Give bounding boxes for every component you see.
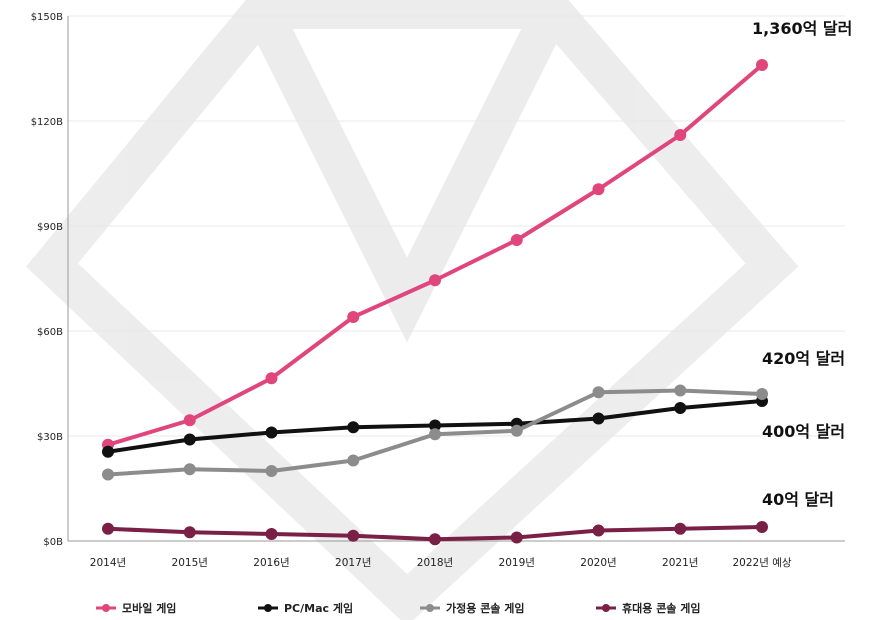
- legend-item-3: 휴대용 콘솔 게임: [596, 601, 701, 615]
- data-point: [429, 419, 441, 432]
- data-point: [347, 454, 360, 467]
- y-tick-label: $0B: [43, 537, 63, 548]
- legend-swatch-dot: [264, 604, 272, 612]
- y-tick-label: $150B: [31, 12, 63, 23]
- legend-label: 모바일 게임: [122, 601, 176, 615]
- y-tick-label: $90B: [37, 222, 63, 233]
- x-tick-label: 2016년: [253, 557, 289, 569]
- data-point: [592, 412, 605, 425]
- data-point: [592, 386, 605, 399]
- legend-swatch-dot: [102, 604, 110, 612]
- legend-item-1: PC/Mac 게임: [258, 601, 353, 615]
- data-point: [102, 522, 114, 535]
- x-tick-label: 2018년: [417, 557, 453, 569]
- legend: 모바일 게임 PC/Mac 게임 가정용 콘솔 게임 휴대용 콘솔 게임: [96, 601, 701, 615]
- data-point: [674, 402, 687, 414]
- legend-item-0: 모바일 게임: [96, 601, 176, 615]
- data-point: [429, 428, 441, 441]
- legend-swatch-dot: [426, 604, 434, 612]
- data-point: [347, 421, 360, 434]
- annotation-console: 420억 달러: [762, 349, 845, 368]
- x-tick-label: 2015년: [172, 557, 208, 569]
- data-point: [756, 59, 768, 71]
- data-point: [510, 531, 523, 544]
- data-point: [183, 463, 196, 476]
- x-tick-label: 2014년: [90, 557, 126, 569]
- data-point: [265, 465, 278, 477]
- data-point: [183, 414, 196, 427]
- x-tick-label: 2017년: [335, 557, 371, 569]
- data-point: [592, 183, 605, 196]
- series-lines: [102, 59, 768, 546]
- data-point: [265, 528, 278, 540]
- y-tick-labels: $0B $30B $60B $90B $120B $150B: [31, 12, 63, 548]
- series-3: [102, 521, 768, 546]
- legend-label: 휴대용 콘솔 게임: [622, 601, 701, 615]
- series-2: [102, 384, 768, 481]
- data-point: [347, 529, 360, 542]
- watermark: [26, 0, 799, 620]
- legend-swatch-dot: [602, 604, 610, 612]
- gridlines: [68, 15, 845, 437]
- x-tick-label: 2020년: [580, 557, 616, 569]
- legend-item-2: 가정용 콘솔 게임: [420, 601, 525, 615]
- data-point: [265, 372, 278, 385]
- data-point: [674, 129, 687, 141]
- annotation-pc: 400억 달러: [762, 422, 845, 441]
- data-point: [183, 433, 196, 446]
- y-tick-label: $60B: [37, 327, 63, 338]
- data-point: [347, 311, 360, 323]
- data-point: [510, 234, 523, 246]
- y-tick-label: $30B: [37, 432, 63, 443]
- data-point: [429, 533, 441, 546]
- data-point: [183, 526, 196, 539]
- data-point: [592, 524, 605, 537]
- data-point: [429, 274, 441, 287]
- data-point: [756, 521, 768, 533]
- value-annotations: 1,360억 달러 420억 달러 400억 달러 40억 달러: [752, 19, 852, 509]
- data-point: [756, 388, 768, 400]
- y-tick-label: $120B: [31, 117, 63, 128]
- annotation-mobile: 1,360억 달러: [752, 19, 852, 38]
- legend-label: 가정용 콘솔 게임: [446, 601, 525, 615]
- data-point: [674, 384, 687, 397]
- x-tick-label: 2022년 예상: [732, 556, 791, 569]
- x-tick-label: 2019년: [499, 557, 535, 569]
- annotation-handheld: 40억 달러: [762, 490, 834, 509]
- x-tick-label: 2021년: [662, 557, 698, 569]
- data-point: [102, 445, 114, 458]
- data-point: [265, 426, 278, 439]
- data-point: [510, 424, 523, 437]
- legend-label: PC/Mac 게임: [284, 601, 353, 615]
- x-tick-labels: 2014년 2015년 2016년 2017년 2018년 2019년 2020년 2021년…: [90, 556, 792, 569]
- data-point: [102, 468, 114, 481]
- data-point: [674, 522, 687, 535]
